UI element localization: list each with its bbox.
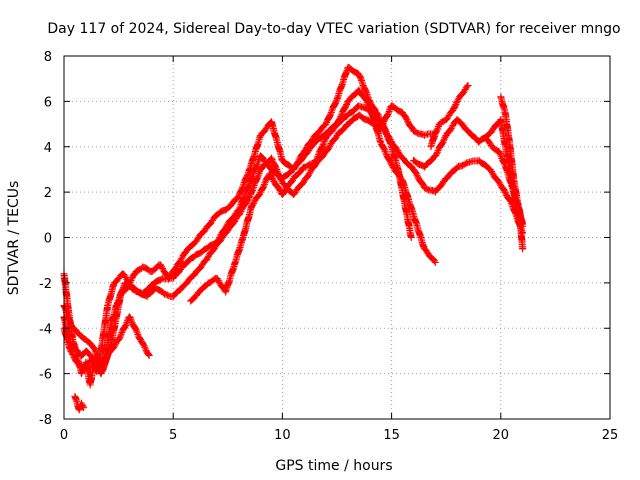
y-tick-label: -4 [39, 322, 52, 337]
grid [64, 56, 610, 419]
y-tick-label: -6 [39, 368, 52, 383]
x-axis-label: GPS time / hours [275, 458, 392, 474]
y-tick-label: 0 [44, 232, 52, 247]
y-tick-label: 4 [44, 141, 52, 156]
y-tick-label: 6 [44, 95, 52, 110]
series-5-points [71, 392, 88, 414]
y-tick-label: 2 [44, 186, 52, 201]
series-7-points [427, 81, 472, 151]
y-tick-label: 8 [44, 50, 52, 65]
data-points [60, 63, 527, 414]
x-tick-label: 25 [602, 428, 619, 443]
x-tick-label: 5 [169, 428, 177, 443]
x-tick-label: 0 [60, 428, 68, 443]
series-6-points [187, 102, 527, 305]
chart-title: Day 117 of 2024, Sidereal Day-to-day VTE… [47, 21, 620, 37]
y-tick-label: -8 [39, 413, 52, 428]
x-tick-label: 10 [274, 428, 291, 443]
x-tick-label: 15 [383, 428, 400, 443]
axis-ticks: 0 5 10 15 20 25 -8 -6 -4 -2 0 2 4 6 8 [39, 50, 618, 443]
y-axis-label: SDTVAR / TECUs [6, 181, 22, 296]
y-tick-label: -2 [39, 277, 52, 292]
x-tick-label: 20 [493, 428, 510, 443]
series-10-points [497, 93, 527, 228]
